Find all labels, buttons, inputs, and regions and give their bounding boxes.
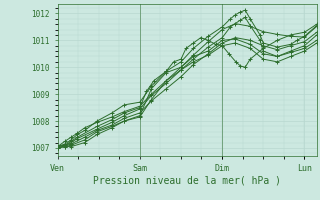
X-axis label: Pression niveau de la mer( hPa ): Pression niveau de la mer( hPa ) xyxy=(93,175,281,185)
